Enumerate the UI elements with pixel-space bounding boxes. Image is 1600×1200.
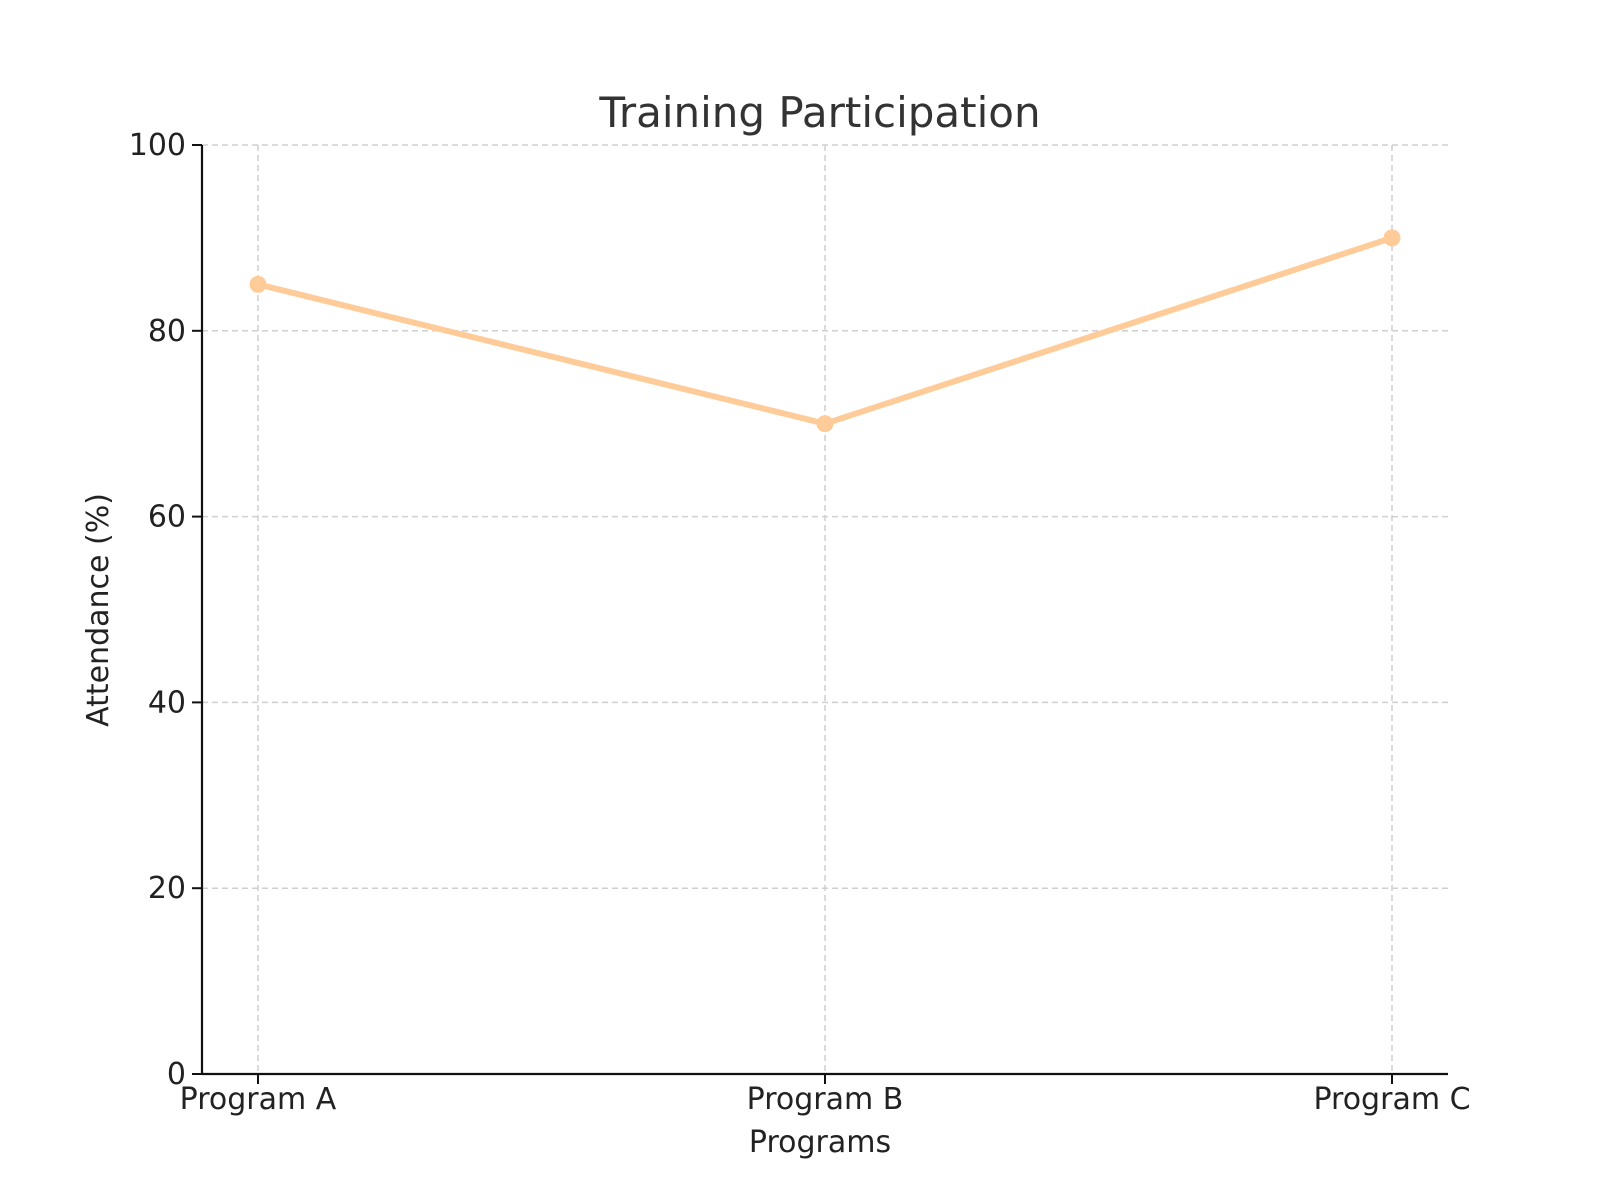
y-tick-label: 0 [167, 1057, 186, 1092]
ticks-layer: 0 20 40 60 80 100 Program A Program B Program C [129, 128, 1471, 1117]
y-tick-label: 80 [148, 314, 186, 349]
grid-layer [202, 144, 1448, 1075]
y-axis-label: Attendance (%) [81, 493, 116, 727]
y-tick-label: 40 [148, 685, 186, 720]
data-point [249, 275, 267, 293]
data-point [816, 415, 834, 433]
y-tick-label: 100 [129, 128, 186, 163]
data-point [1383, 229, 1401, 247]
series-layer [249, 229, 1401, 433]
chart-title: Training Participation [598, 88, 1040, 137]
x-axis-label: Programs [749, 1125, 891, 1160]
x-tick-label: Program C [1313, 1082, 1470, 1117]
x-tick-label: Program A [180, 1082, 337, 1117]
y-tick-label: 60 [148, 500, 186, 535]
y-tick-label: 20 [148, 871, 186, 906]
x-tick-label: Program B [747, 1082, 904, 1117]
